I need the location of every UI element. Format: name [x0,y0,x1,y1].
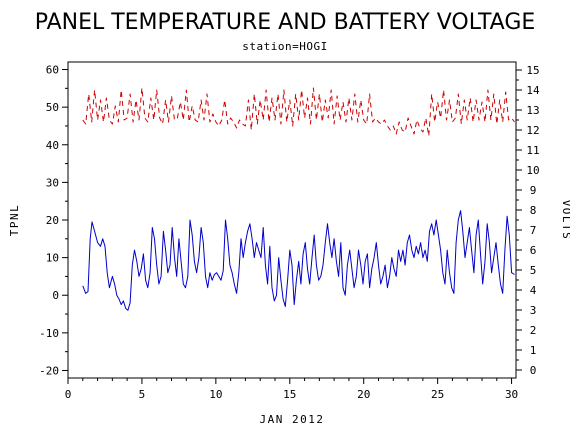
right-y-tick-label: 13 [526,104,539,117]
x-tick-label: 15 [283,388,296,401]
right-y-tick-label: 6 [530,244,537,257]
x-tick-label: 25 [431,388,444,401]
plot-frame [67,61,517,379]
right-y-tick-label: 9 [530,184,537,197]
right-y-tick-label: 14 [526,84,540,97]
left-y-tick-label: 40 [46,139,59,152]
left-y-tick-label: -20 [39,364,59,377]
right-y-axis-label: VOLTS [560,200,570,241]
left-y-tick-label: 0 [52,289,59,302]
x-tick-label: 10 [209,388,222,401]
x-tick-label: 0 [65,388,72,401]
chart-subtitle: station=HOGI [242,40,327,53]
right-y-tick-label: 2 [530,324,537,337]
series-line-battery-voltage [82,87,515,137]
right-y-tick-label: 0 [530,364,537,377]
chart-title: PANEL TEMPERATURE AND BATTERY VOLTAGE [35,10,536,35]
series-layer [82,87,515,311]
left-y-tick-label: 10 [46,252,59,265]
x-tick-label: 20 [357,388,370,401]
left-y-axis-label: TPNL [8,204,21,237]
left-y-tick-label: 20 [46,214,59,227]
series-line-panel-temperature [82,210,515,311]
right-y-tick-label: 4 [530,284,537,297]
right-y-tick-label: 8 [530,204,537,217]
right-y-tick-label: 7 [530,224,537,237]
right-y-tick-label: 11 [526,144,539,157]
left-y-tick-label: 30 [46,176,59,189]
left-y-tick-label: 60 [46,64,59,77]
right-y-tick-label: 1 [530,344,537,357]
right-y-tick-label: 5 [530,264,537,277]
x-axis-ticks: 0 5 10 15 20 25 30 [65,378,518,401]
right-y-tick-label: 15 [526,64,539,77]
x-axis-label: JAN 2012 [260,413,325,426]
right-y-tick-label: 3 [530,304,537,317]
left-y-axis-ticks: -20 -10 0 10 20 30 40 50 60 [39,64,68,377]
right-y-tick-label: 12 [526,124,539,137]
x-tick-label: 5 [139,388,146,401]
left-y-tick-label: -10 [39,327,59,340]
x-tick-label: 30 [505,388,518,401]
left-y-tick-label: 50 [46,101,59,114]
right-y-tick-label: 10 [526,164,539,177]
